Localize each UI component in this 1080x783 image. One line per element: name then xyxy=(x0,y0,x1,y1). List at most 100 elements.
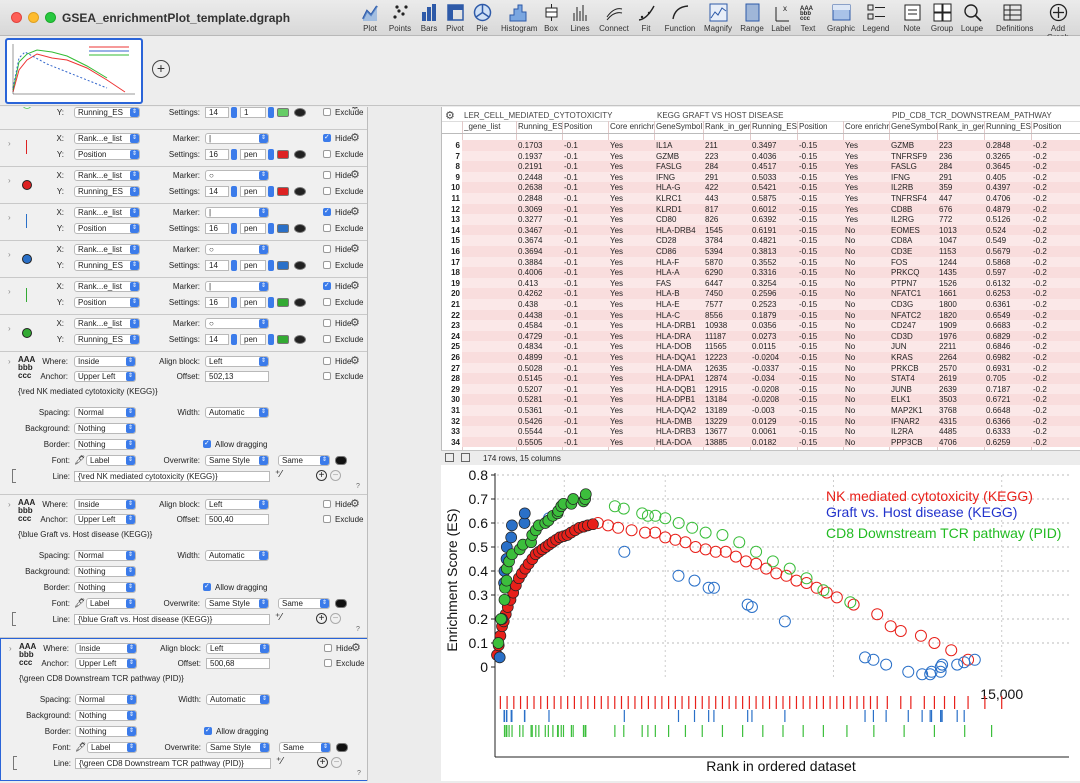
table-view-toggle-icon[interactable] xyxy=(445,453,454,462)
text-field[interactable]: {\blue Graft vs. Host disease (KEGG)} xyxy=(74,614,270,625)
popup-menu[interactable]: Same ⇕ xyxy=(278,455,330,466)
table-cell[interactable]: CD3E xyxy=(891,247,913,256)
table-cell[interactable]: HLA-E xyxy=(656,300,680,309)
insert-token-icon[interactable]: ⁺⁄ xyxy=(275,612,282,623)
exclude-checkbox[interactable] xyxy=(323,515,331,523)
popup-menu[interactable]: Nothing ⇕ xyxy=(75,710,137,721)
table-cell[interactable]: 284 xyxy=(939,162,953,172)
allow-dragging-checkbox[interactable] xyxy=(203,582,211,591)
table-cell[interactable]: HLA-DPA1 xyxy=(656,374,695,384)
table-cell[interactable]: 1047 xyxy=(939,236,957,246)
legend-entry[interactable]: Graft vs. Host disease (KEGG) xyxy=(826,504,1017,520)
table-cell[interactable]: 0.0356 xyxy=(752,321,777,331)
popup-menu[interactable]: Upper Left ⇕ xyxy=(74,371,136,382)
table-cell[interactable]: 0.3316 xyxy=(752,268,777,278)
table-cell[interactable]: 284 xyxy=(705,162,719,172)
stepper-icon[interactable] xyxy=(231,149,237,160)
table-row[interactable]: 29 0.5207 -0.1 Yes HLA-DQB1 12915 -0.0208 -0.15… xyxy=(442,383,1080,395)
table-cell[interactable]: Yes xyxy=(610,321,624,331)
table-cell[interactable]: 2211 xyxy=(939,342,957,352)
table-cell[interactable]: -0.1 xyxy=(564,384,578,394)
table-cell[interactable]: -0.1 xyxy=(564,215,578,225)
table-cell[interactable]: 0.6259 xyxy=(986,437,1011,447)
table-cell[interactable]: -0.1 xyxy=(564,374,578,384)
table-cell[interactable]: HLA-DQA2 xyxy=(656,406,697,415)
table-cell[interactable]: Yes xyxy=(610,363,624,373)
table-cell[interactable]: 13885 xyxy=(705,437,728,447)
table-cell[interactable]: -0.2 xyxy=(1033,215,1047,225)
color-swatch[interactable] xyxy=(277,224,289,233)
table-cell[interactable]: CD3D xyxy=(891,331,913,341)
text-field[interactable]: {\red NK mediated cytotoxicity (KEGG)} xyxy=(74,471,270,482)
table-cell[interactable]: CD8A xyxy=(891,236,913,246)
table-cell[interactable]: Yes xyxy=(610,257,624,267)
table-cell[interactable]: -0.1 xyxy=(564,395,578,405)
table-cell[interactable]: 817 xyxy=(705,204,719,214)
table-cell[interactable]: IL1A xyxy=(656,141,673,150)
table-cell[interactable]: 0.5875 xyxy=(752,194,777,203)
table-cell[interactable]: -0.1 xyxy=(564,151,578,161)
table-row[interactable]: 13 0.3277 -0.1 Yes CD80 826 0.6392 -0.15 Yes IL2R… xyxy=(442,214,1080,225)
color-swatch[interactable] xyxy=(277,108,289,117)
table-cell[interactable]: No xyxy=(845,363,856,373)
style-swatch[interactable] xyxy=(294,224,306,233)
table-cell[interactable]: 1976 xyxy=(939,331,957,341)
table-cell[interactable]: Yes xyxy=(845,141,859,150)
popup-menu[interactable]: Nothing ⇕ xyxy=(74,439,136,450)
table-cell[interactable]: 447 xyxy=(939,194,953,203)
column-header[interactable]: GeneSymbol xyxy=(891,122,937,131)
table-cell[interactable]: IFNAR2 xyxy=(891,416,920,426)
table-cell[interactable]: 13677 xyxy=(705,427,728,437)
magnify-tool[interactable]: Magnify xyxy=(702,3,734,33)
table-cell[interactable]: STAT4 xyxy=(891,374,915,384)
table-row[interactable]: 25 0.4834 -0.1 Yes HLA-DOB 11565 0.0115 -0.15 No… xyxy=(442,341,1080,352)
box-tool[interactable]: Box xyxy=(535,3,567,33)
table-cell[interactable]: 0.4517 xyxy=(752,162,777,172)
table-cell[interactable]: 2570 xyxy=(939,363,957,373)
table-cell[interactable]: -0.0208 xyxy=(752,395,780,405)
table-cell[interactable]: 0.2523 xyxy=(752,300,777,309)
table-cell[interactable]: -0.2 xyxy=(1033,363,1047,373)
table-cell[interactable]: -0.003 xyxy=(752,406,775,415)
table-cell[interactable]: -0.1 xyxy=(564,278,578,288)
table-cell[interactable]: 0.7187 xyxy=(986,384,1011,394)
table-cell[interactable]: Yes xyxy=(610,151,624,161)
table-cell[interactable]: CD86 xyxy=(656,247,677,256)
disclosure-chevron-icon[interactable]: › xyxy=(8,213,11,222)
table-cell[interactable]: -0.2 xyxy=(1033,289,1047,299)
table-cell[interactable]: Yes xyxy=(845,162,859,172)
table-row[interactable]: 33 0.5544 -0.1 Yes HLA-DRB3 13677 0.0061 -0.15 N… xyxy=(442,426,1080,437)
text-field[interactable]: 16 xyxy=(205,297,229,308)
table-cell[interactable]: No xyxy=(845,374,856,384)
stepper-icon[interactable] xyxy=(268,334,274,345)
style-swatch[interactable] xyxy=(294,335,306,344)
popup-menu[interactable]: Same Style ⇕ xyxy=(206,742,270,753)
column-header[interactable]: Position xyxy=(564,122,593,131)
table-cell[interactable]: -0.15 xyxy=(799,416,818,426)
table-cell[interactable]: -0.2 xyxy=(1033,342,1047,352)
style-swatch[interactable] xyxy=(294,298,306,307)
table-cell[interactable]: -0.15 xyxy=(799,384,818,394)
table-cell[interactable]: -0.2 xyxy=(1033,384,1047,394)
pivot-tool[interactable]: Pivot xyxy=(439,3,471,33)
table-cell[interactable]: IL2RA xyxy=(891,427,914,437)
table-cell[interactable]: 12874 xyxy=(705,374,728,384)
popup-menu[interactable]: Position ⇕ xyxy=(74,223,140,234)
popup-menu[interactable]: Left ⇕ xyxy=(205,499,269,510)
table-cell[interactable]: Yes xyxy=(845,215,859,225)
table-cell[interactable]: 0.0129 xyxy=(752,416,777,426)
graph-canvas[interactable]: 0 0.1 0.2 0.3 0.4 0.5 0.6 0.7 0.8 15,000 Rank in o… xyxy=(441,465,1080,781)
table-cell[interactable]: TNFRSF4 xyxy=(891,194,927,203)
popup-menu[interactable]: Upper Left ⇕ xyxy=(74,514,136,525)
table-cell[interactable]: 2639 xyxy=(939,384,957,394)
table-cell[interactable]: -0.1 xyxy=(564,204,578,214)
table-cell[interactable]: No xyxy=(845,247,856,256)
table-cell[interactable]: No xyxy=(845,225,856,235)
plot-tool[interactable]: Plot xyxy=(354,3,386,33)
stepper-icon[interactable] xyxy=(231,334,237,345)
table-split-icon[interactable] xyxy=(461,453,470,462)
table-cell[interactable]: No xyxy=(845,416,856,426)
table-row[interactable]: 18 0.4006 -0.1 Yes HLA-A 6290 0.3316 -0.15 No PRK… xyxy=(442,267,1080,278)
exclude-checkbox[interactable] xyxy=(323,150,331,158)
table-cell[interactable]: -0.15 xyxy=(799,215,818,225)
